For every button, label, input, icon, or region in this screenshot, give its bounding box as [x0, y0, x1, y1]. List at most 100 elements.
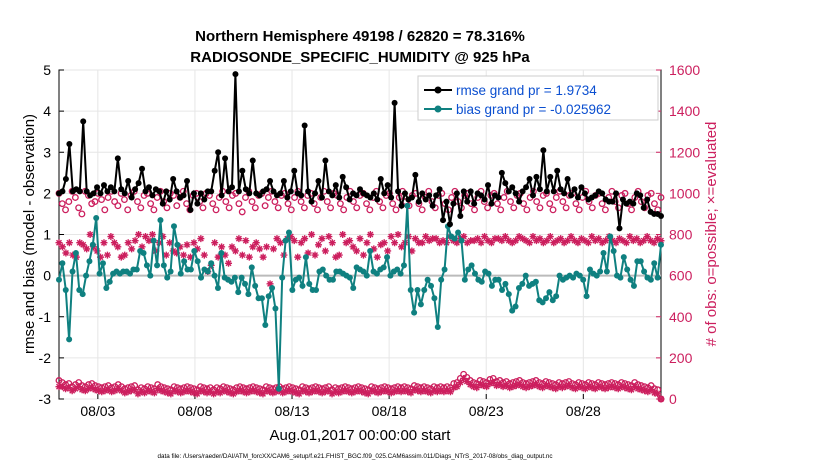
obs-evaluated-marker	[585, 383, 593, 391]
obs-evaluated-marker	[615, 235, 623, 243]
bias-point	[133, 266, 140, 273]
obs-evaluated-marker	[167, 390, 175, 398]
bias-point	[637, 258, 644, 265]
obs-evaluated-marker	[410, 386, 418, 394]
bias-point	[627, 276, 634, 283]
obs-evaluated-marker	[91, 386, 99, 394]
rmse-point	[180, 192, 187, 199]
obs-evaluated-marker	[273, 235, 281, 243]
obs-evaluated-marker	[404, 388, 412, 396]
obs-evaluated-marker	[374, 389, 382, 397]
obs-evaluated-marker	[252, 388, 260, 396]
rmse-point	[561, 190, 568, 197]
obs-evaluated-marker	[364, 390, 372, 398]
obs-evaluated-marker	[218, 243, 226, 251]
obs-evaluated-marker	[619, 237, 627, 245]
obs-evaluated-marker	[433, 388, 441, 396]
rmse-point	[374, 196, 381, 203]
obs-possible-marker	[58, 200, 66, 208]
obs-evaluated-marker	[159, 233, 167, 241]
rmse-point	[433, 192, 440, 199]
obs-possible-marker	[297, 198, 305, 206]
bias-point	[187, 266, 194, 273]
rmse-point	[457, 212, 464, 219]
rmse-point	[529, 192, 536, 199]
obs-possible-marker	[546, 200, 554, 208]
obs-evaluated-marker	[532, 237, 540, 245]
obs-evaluated-marker	[78, 386, 86, 394]
obs-evaluated-marker	[262, 387, 270, 395]
obs-evaluated-marker	[627, 386, 635, 394]
obs-evaluated-marker	[407, 389, 415, 397]
obs-evaluated-marker	[200, 251, 208, 259]
obs-evaluated-marker	[211, 239, 219, 247]
obs-evaluated-marker	[259, 253, 267, 261]
obs-evaluated-marker	[279, 389, 287, 397]
obs-evaluated-marker	[88, 384, 96, 392]
obs-possible-marker	[98, 196, 105, 203]
bias-point	[164, 274, 171, 281]
bias-point	[465, 266, 472, 273]
obs-evaluated-marker	[418, 239, 426, 247]
bias-point	[502, 280, 509, 287]
obs-evaluated-marker	[318, 235, 326, 243]
obs-possible-marker	[150, 206, 158, 214]
rmse-point	[190, 190, 197, 197]
obs-evaluated-marker	[477, 239, 485, 247]
obs-evaluated-marker	[384, 247, 392, 255]
rmse-point	[571, 186, 578, 193]
rmse-point	[277, 190, 284, 197]
obs-evaluated-marker	[338, 388, 346, 396]
obs-evaluated-marker	[304, 249, 312, 257]
bias-point	[539, 299, 546, 306]
obs-evaluated-marker	[519, 383, 527, 391]
bias-point	[546, 289, 553, 296]
bias-point	[62, 287, 69, 294]
obs-evaluated-marker	[647, 386, 655, 394]
bias-point	[245, 291, 252, 298]
rmse-point	[62, 175, 69, 182]
bias-point	[86, 258, 93, 265]
obs-evaluated-marker	[297, 239, 305, 247]
rmse-point	[436, 186, 443, 193]
obs-evaluated-marker	[148, 231, 156, 238]
bias-point	[515, 284, 522, 291]
x-tick-label: 08/08	[177, 403, 212, 419]
obs-evaluated-marker	[228, 243, 236, 251]
obs-evaluated-marker	[595, 235, 603, 243]
bias-point	[556, 272, 563, 279]
obs-evaluated-marker	[657, 395, 665, 403]
chart-subtitle: RADIOSONDE_SPECIFIC_HUMIDITY @ 925 hPa	[190, 49, 530, 66]
bias-point	[384, 254, 391, 261]
rmse-point	[267, 178, 274, 185]
rmse-point	[142, 188, 149, 195]
obs-possible-marker	[340, 206, 348, 214]
bias-point	[610, 247, 617, 254]
obs-evaluated-marker	[157, 387, 165, 395]
bias-point	[238, 274, 245, 281]
bias-point	[258, 295, 265, 302]
obs-evaluated-marker	[81, 387, 89, 395]
obs-evaluated-marker	[391, 239, 399, 247]
obs-evaluated-marker	[249, 243, 257, 251]
rmse-point	[215, 149, 222, 156]
rmse-point	[336, 194, 343, 201]
obs-evaluated-marker	[308, 231, 316, 238]
bias-point	[252, 282, 259, 289]
bias-point	[72, 250, 79, 257]
obs-possible-marker	[264, 194, 272, 201]
obs-evaluated-marker	[229, 390, 237, 398]
obs-evaluated-marker	[588, 233, 596, 241]
rmse-point	[218, 192, 225, 199]
obs-evaluated-marker	[550, 239, 558, 247]
y-left-tick-label: 4	[43, 103, 51, 119]
bias-point	[167, 268, 174, 275]
bias-point	[262, 321, 269, 328]
obs-evaluated-marker	[498, 237, 506, 245]
rmse-point	[453, 190, 460, 197]
obs-possible-marker	[287, 206, 295, 214]
obs-evaluated-marker	[525, 383, 533, 391]
bias-point	[99, 260, 106, 267]
obs-evaluated-marker	[577, 235, 585, 243]
obs-evaluated-marker	[348, 389, 356, 397]
